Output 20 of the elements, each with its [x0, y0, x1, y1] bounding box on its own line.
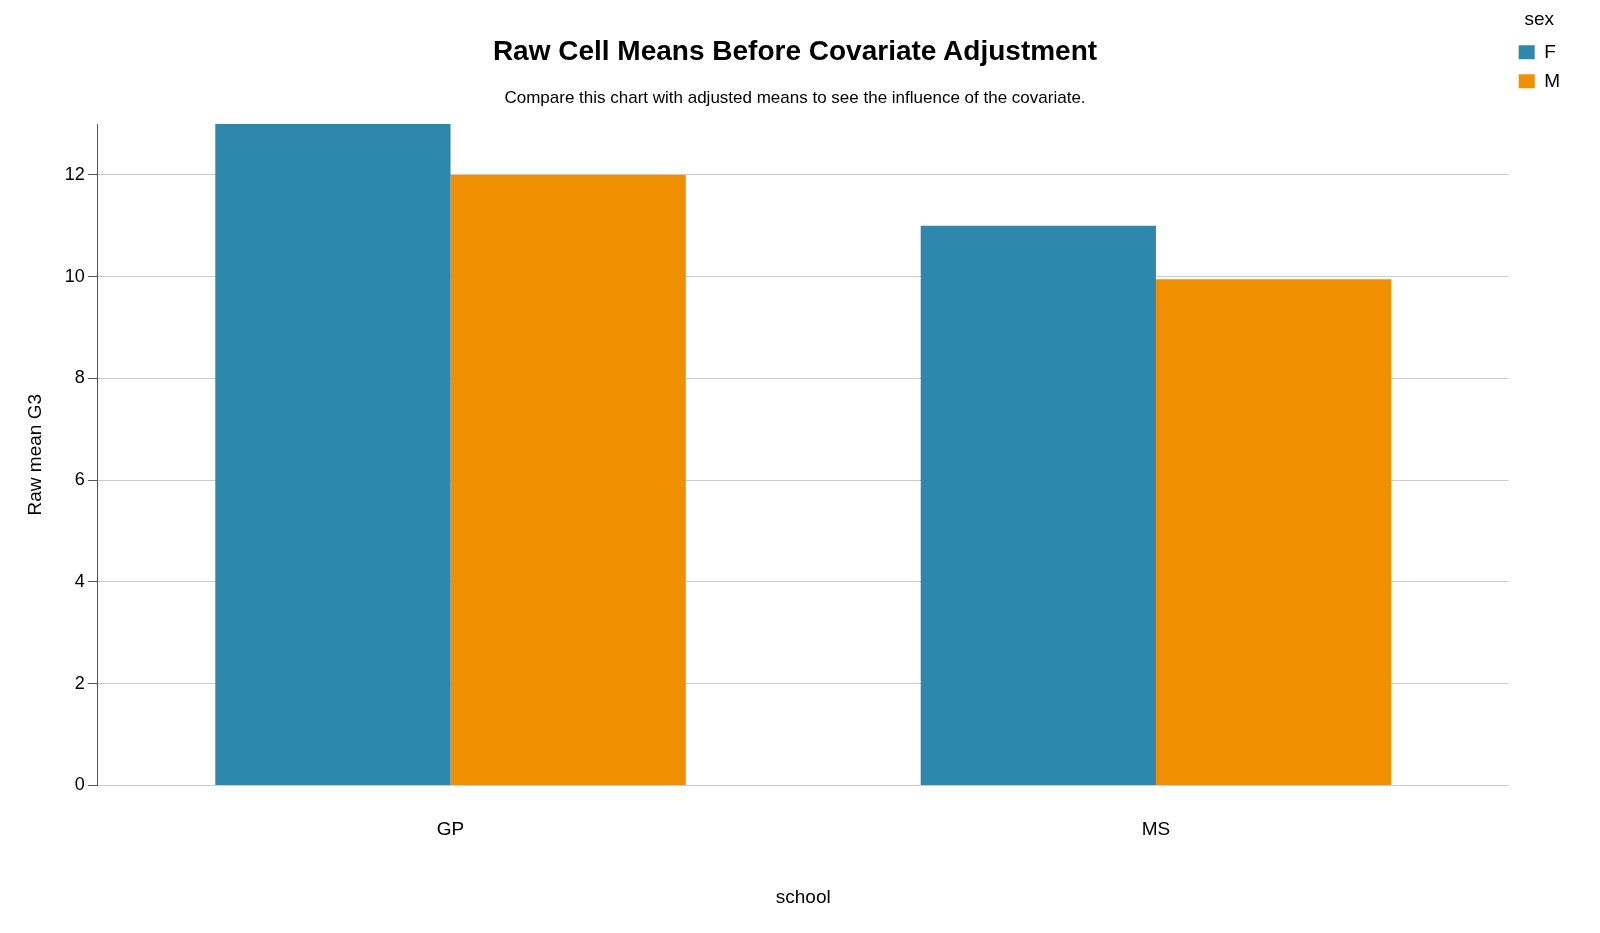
bar: [1155, 279, 1392, 785]
y-axis-title: Raw mean G3: [23, 393, 45, 516]
x-tick-label: MS: [1141, 818, 1171, 840]
x-tick-label: GP: [436, 818, 465, 840]
bar: [215, 124, 451, 785]
y-tick-label: 0: [74, 774, 85, 795]
chart-title: Raw Cell Means Before Covariate Adjustment: [492, 34, 1098, 66]
y-tick-label: 2: [74, 672, 85, 693]
legend-label: F: [1544, 40, 1556, 62]
chart-subtitle: Compare this chart with adjusted means to see the influence of the covariate.: [504, 88, 1086, 108]
y-tick-label: 4: [74, 570, 85, 591]
y-tick-label: 6: [74, 469, 85, 490]
legend-label: M: [1544, 69, 1560, 91]
y-tick-label: 8: [74, 367, 85, 388]
x-axis-title: school: [775, 885, 831, 907]
bar: [920, 225, 1156, 785]
y-tick-label: 12: [64, 163, 85, 184]
legend-title: sex: [1524, 7, 1555, 29]
bar: [450, 174, 686, 785]
y-tick-label: 10: [64, 265, 85, 286]
